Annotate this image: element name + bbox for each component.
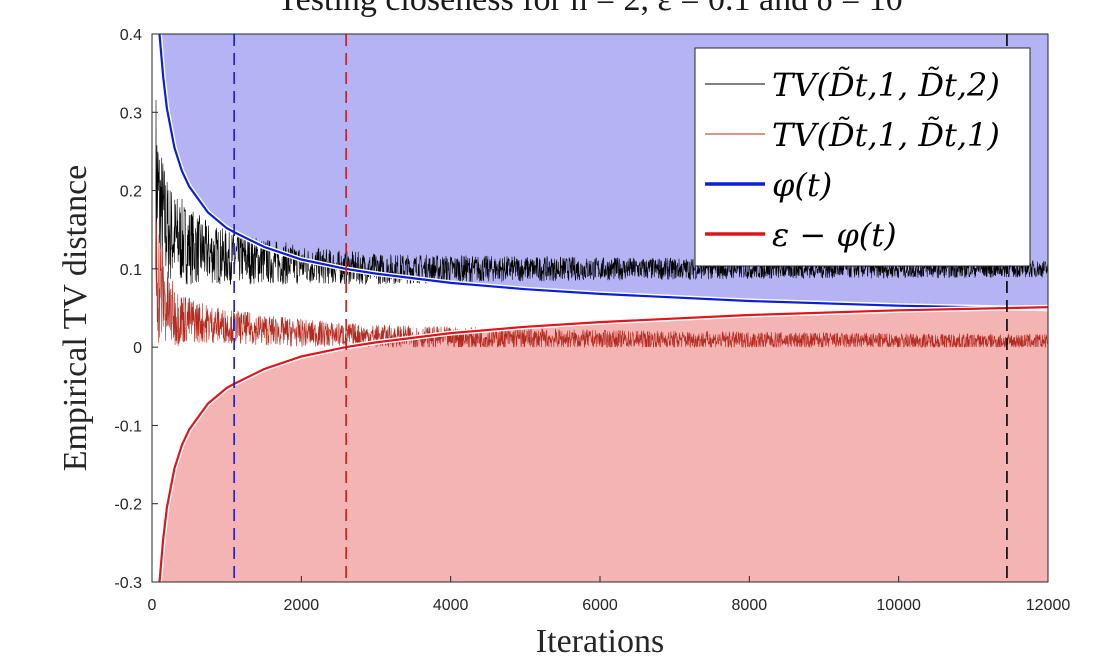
series-line-2: [155, 188, 1048, 349]
legend-label: φ(t): [772, 166, 832, 204]
y-tick-label: -0.3: [114, 575, 142, 592]
x-tick-label: 12000: [1026, 597, 1071, 614]
y-axis-label: Empirical TV distance: [57, 165, 94, 472]
shaded-region-lower: [159, 307, 1048, 582]
series-line-4: [158, 306, 1048, 582]
x-tick-label: 10000: [876, 597, 921, 614]
y-tick-label: 0.2: [120, 184, 142, 201]
legend-label: TV(D̃t,1, D̃t,2): [772, 66, 1000, 104]
legend-label: TV(D̃t,1, D̃t,1): [772, 116, 1000, 154]
y-tick-label: 0: [133, 340, 142, 357]
y-tick-label: 0.3: [120, 105, 142, 122]
x-tick-label: 0: [148, 597, 157, 614]
y-tick-label: 0.4: [120, 27, 142, 44]
x-tick-label: 8000: [732, 597, 768, 614]
x-axis-label: Iterations: [536, 623, 664, 660]
series-line-3: [158, 34, 1048, 310]
y-axis: -0.3 -0.2 -0.1 0 0.1 0.2 0.3 0.4: [114, 27, 158, 592]
y-tick-label: -0.2: [114, 497, 142, 514]
legend: TV(D̃t,1, D̃t,2) TV(D̃t,1, D̃t,1) φ(t) ε − …: [694, 47, 1031, 267]
x-tick-label: 4000: [433, 597, 469, 614]
y-tick-label: -0.1: [114, 418, 142, 435]
chart-title: Testing closeness for n = 2, ε = 0.1 and…: [277, 0, 903, 18]
legend-label: ε − φ(t): [772, 216, 897, 254]
y-tick-label: 0.1: [120, 262, 142, 279]
x-axis: 0 2000 4000 6000 8000 10000 12000: [148, 576, 1071, 614]
x-tick-label: 2000: [284, 597, 320, 614]
x-tick-label: 6000: [582, 597, 618, 614]
